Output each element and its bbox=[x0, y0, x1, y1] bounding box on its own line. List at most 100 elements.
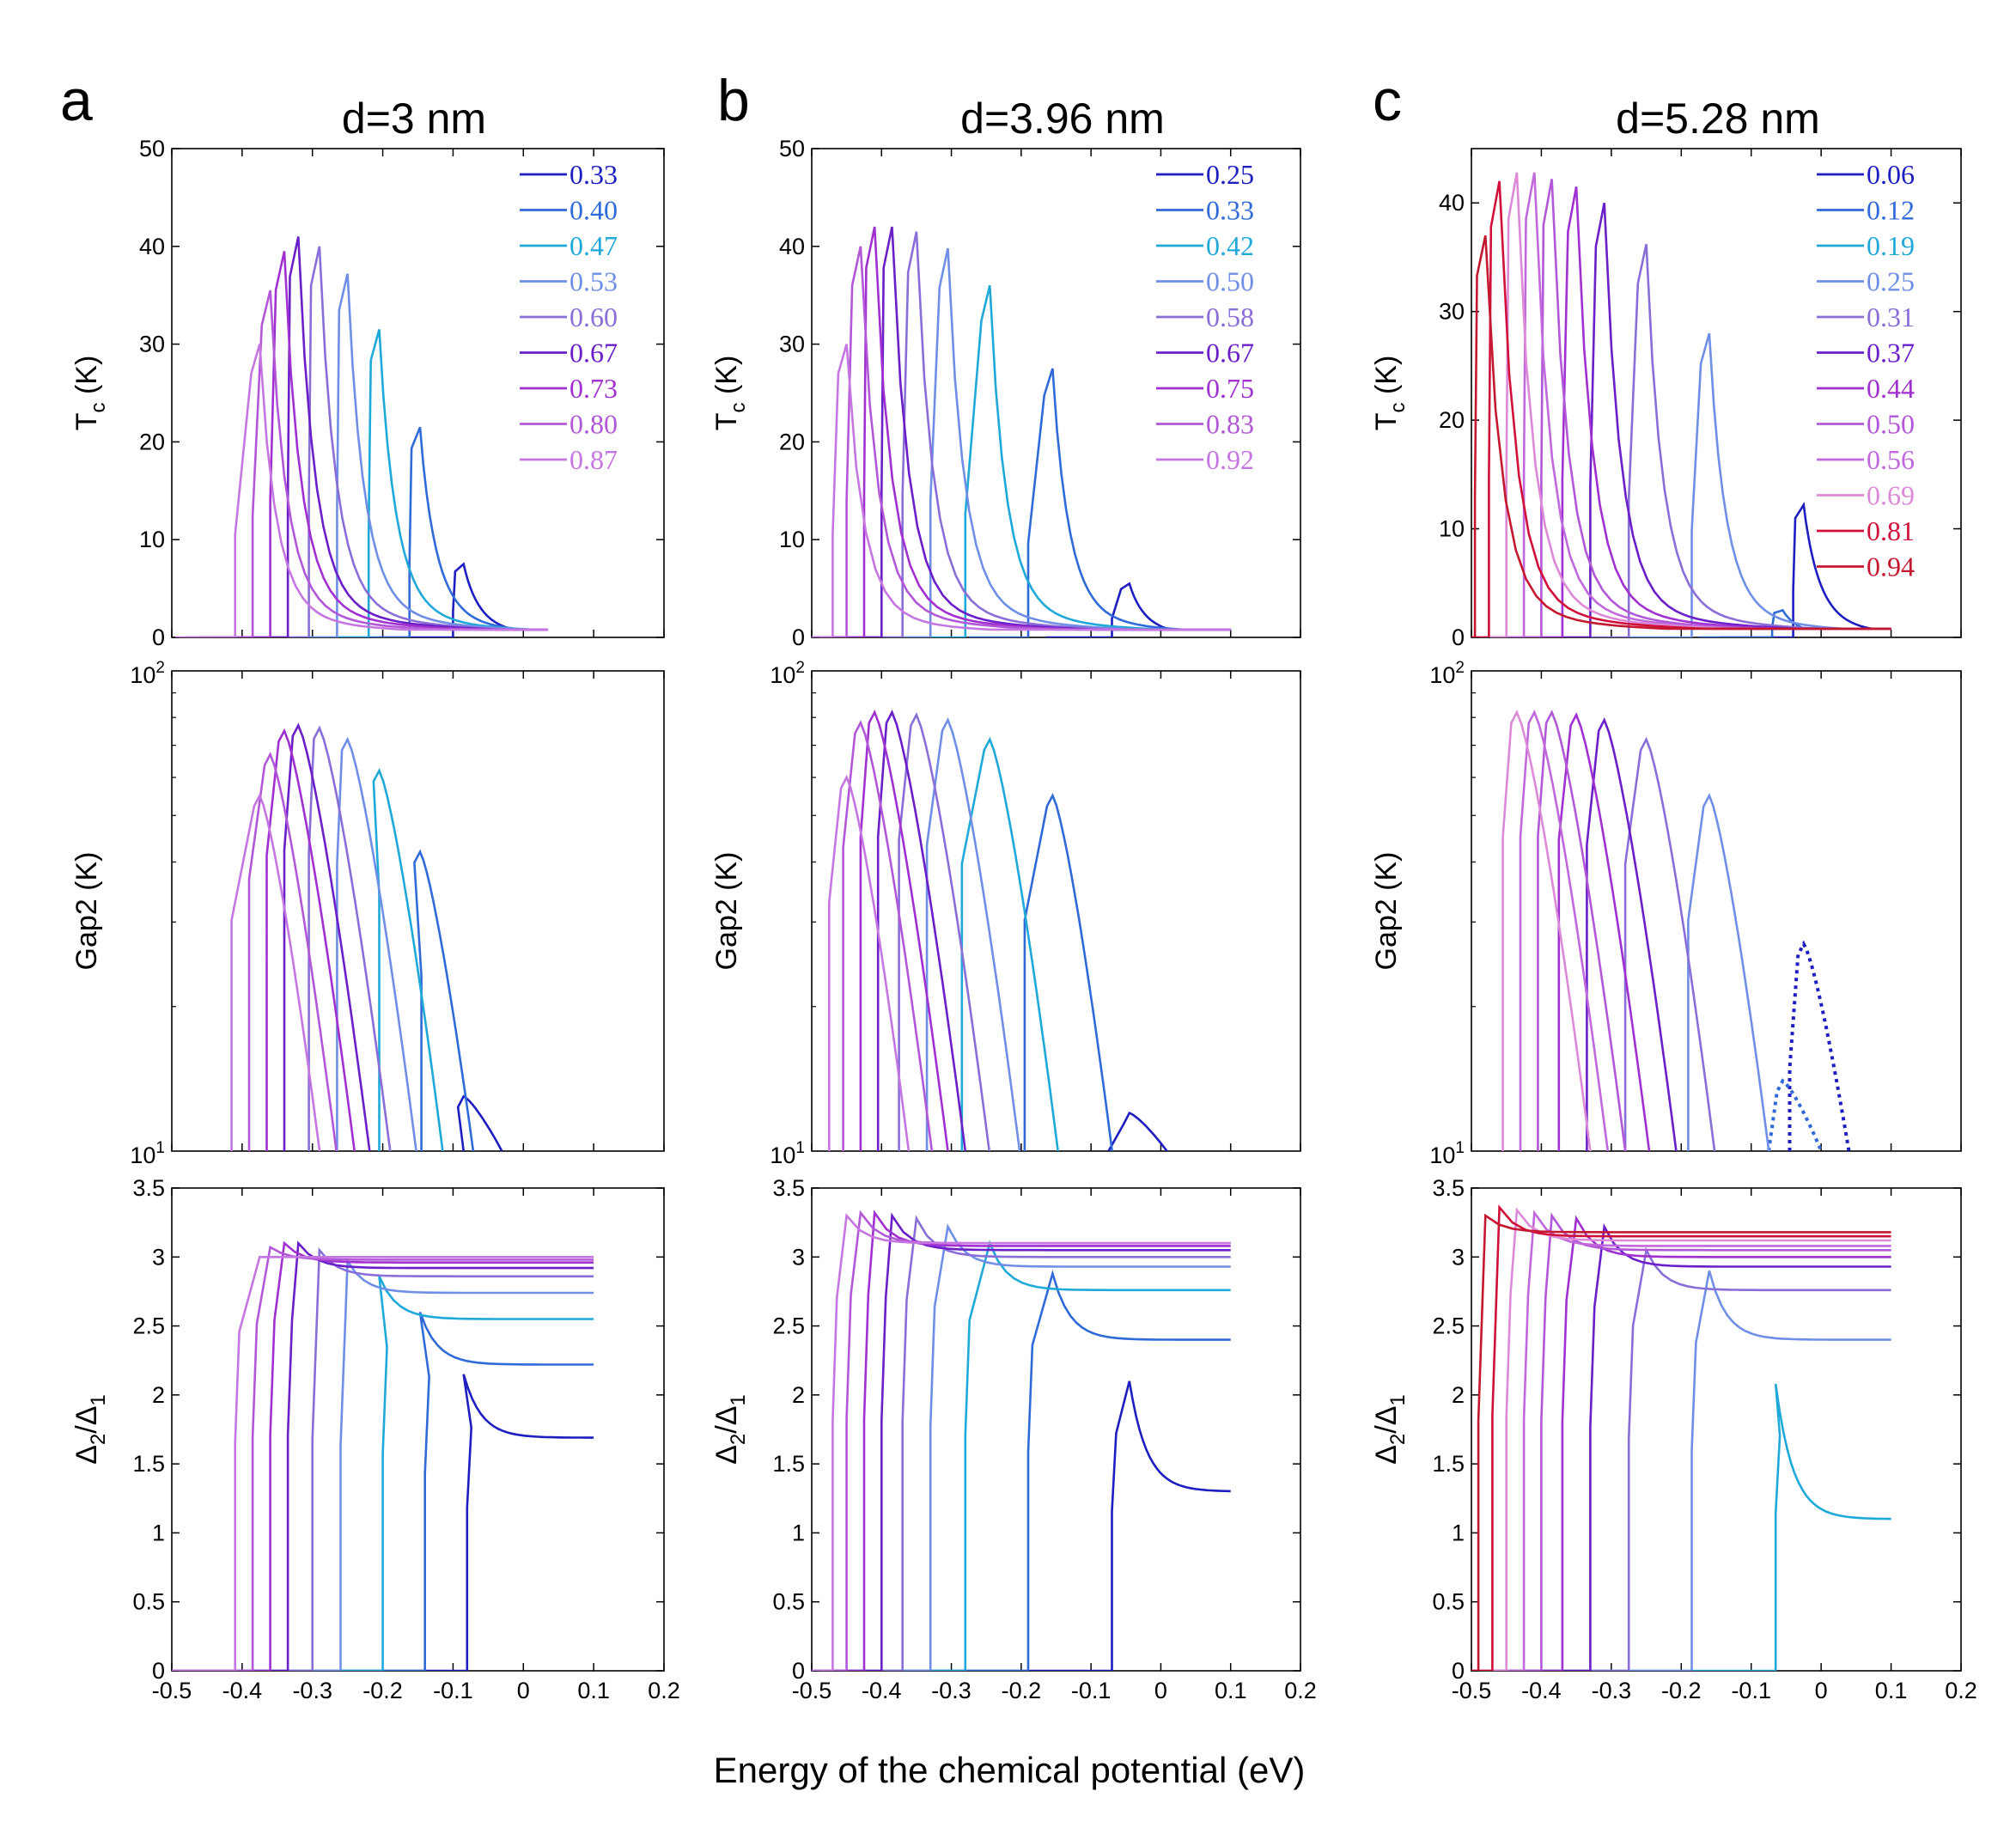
y-tick-label: 10 bbox=[1439, 516, 1465, 542]
panel-letter: b bbox=[717, 68, 750, 133]
legend-label-0.50: 0.50 bbox=[1867, 409, 1915, 440]
ratio-curve-0.87 bbox=[172, 1256, 594, 1671]
ylab-main: T bbox=[710, 413, 743, 431]
ratio-curve-0.92 bbox=[812, 1213, 1231, 1671]
y-axis-label-tc: Tc (K) bbox=[710, 356, 750, 431]
ylab-sub1: 1 bbox=[727, 1394, 750, 1405]
y-tick-label: 50 bbox=[779, 136, 805, 161]
ratio-curve-0.33 bbox=[812, 1270, 1231, 1671]
y-tick-label: 0 bbox=[1452, 625, 1465, 650]
panel-title: d=3.96 nm bbox=[960, 94, 1165, 143]
tc-curve-0.87 bbox=[175, 344, 548, 637]
x-tick-label: -0.3 bbox=[292, 1678, 332, 1703]
y-tick-label: 0 bbox=[792, 1658, 805, 1684]
ylab-d2: Δ bbox=[1370, 1445, 1403, 1465]
y-tick-label-top: 102 bbox=[1429, 659, 1465, 688]
axes-frame bbox=[811, 670, 1301, 1152]
ratio-curve-0.56 bbox=[1471, 1210, 1891, 1671]
y-tick-label: 0 bbox=[1452, 1658, 1465, 1684]
gap2-curve-0.50 bbox=[925, 717, 1021, 1151]
gap2-curve-0.44 bbox=[1557, 712, 1651, 1151]
legend-label-0.92: 0.92 bbox=[1206, 444, 1254, 475]
y-tick-label-bottom: 101 bbox=[770, 1139, 805, 1168]
tc-curve-0.80 bbox=[186, 289, 548, 637]
legend-label-0.69: 0.69 bbox=[1867, 480, 1915, 511]
tc-curve-0.67 bbox=[812, 226, 1231, 637]
y-tick-label: 40 bbox=[139, 234, 165, 259]
tc-curve-0.83 bbox=[812, 246, 1231, 637]
gap2-curve-0.60 bbox=[308, 725, 392, 1151]
y-tick-label: 0.5 bbox=[1432, 1589, 1465, 1615]
ylab-sub: c bbox=[1386, 403, 1410, 413]
y-tick-label-top: 102 bbox=[130, 659, 165, 688]
y-tick-exp: 2 bbox=[795, 659, 805, 677]
legend-label-0.44: 0.44 bbox=[1867, 373, 1915, 404]
panel-title: d=5.28 nm bbox=[1616, 94, 1820, 143]
panel-title: d=3 nm bbox=[342, 94, 486, 143]
y-tick-label-top: 102 bbox=[770, 659, 805, 688]
legend-label-0.47: 0.47 bbox=[569, 230, 618, 261]
y-axis-label-gap: Gap2 (K) bbox=[710, 852, 743, 971]
legend-label-0.73: 0.73 bbox=[569, 373, 618, 404]
tc-curve-0.58 bbox=[832, 231, 1231, 637]
y-tick-label: 3 bbox=[152, 1244, 165, 1270]
legend-label-0.58: 0.58 bbox=[1206, 302, 1254, 332]
gap2-curve-0.87 bbox=[230, 792, 321, 1151]
tc-curve-0.75 bbox=[812, 226, 1231, 637]
x-tick-label: -0.5 bbox=[1452, 1678, 1492, 1703]
y-tick-label: 0 bbox=[792, 625, 805, 650]
y-tick-label: 20 bbox=[139, 429, 165, 454]
y-tick-label: 2 bbox=[152, 1382, 165, 1408]
y-tick-label-bottom: 101 bbox=[130, 1139, 165, 1168]
y-tick-label: 3.5 bbox=[1432, 1175, 1465, 1201]
legend-label-0.25: 0.25 bbox=[1206, 159, 1254, 190]
y-tick-label: 40 bbox=[779, 234, 805, 259]
y-tick-base: 10 bbox=[1429, 662, 1455, 688]
legend-label-0.40: 0.40 bbox=[569, 195, 618, 226]
ratio-curve-0.81 bbox=[1471, 1204, 1891, 1671]
gap2-curve-0.42 bbox=[960, 736, 1059, 1151]
axes-frame bbox=[1471, 1187, 1962, 1672]
y-tick-base: 10 bbox=[130, 662, 155, 688]
ylab-unit: (K) bbox=[70, 356, 103, 403]
legend-label-0.83: 0.83 bbox=[1206, 409, 1254, 440]
x-tick-label: 0.2 bbox=[648, 1678, 680, 1703]
y-tick-label: 30 bbox=[779, 332, 805, 357]
ratio-curve-0.40 bbox=[172, 1312, 594, 1671]
x-tick-label: 0.1 bbox=[1215, 1678, 1247, 1703]
gap2-curve-0.53 bbox=[336, 736, 417, 1151]
y-tick-label: 0 bbox=[152, 625, 165, 650]
y-tick-base: 10 bbox=[770, 662, 795, 688]
legend-label-0.31: 0.31 bbox=[1867, 302, 1915, 332]
axes-frame bbox=[811, 1187, 1301, 1672]
ratio-curve-0.44 bbox=[1471, 1215, 1891, 1671]
ylab-sub1: 1 bbox=[1386, 1394, 1410, 1405]
ratio-curve-0.94 bbox=[1471, 1213, 1891, 1671]
legend-label-0.67: 0.67 bbox=[569, 338, 618, 369]
gap2-curve-0.31 bbox=[1623, 736, 1716, 1151]
x-tick-label: -0.2 bbox=[362, 1678, 403, 1703]
gap2-curve-0.69 bbox=[1501, 710, 1592, 1151]
ratio-curve-0.37 bbox=[1471, 1222, 1891, 1671]
y-tick-label: 1.5 bbox=[772, 1451, 805, 1477]
gap2-curve-0.75 bbox=[859, 710, 949, 1151]
tc-curve-0.53 bbox=[263, 273, 548, 637]
x-tick-label: -0.2 bbox=[1661, 1678, 1702, 1703]
gap2-curve-0.92 bbox=[828, 774, 911, 1151]
gap2-curve-0.73 bbox=[265, 728, 356, 1151]
y-tick-label: 3 bbox=[1452, 1244, 1465, 1270]
x-tick-label: 0 bbox=[1154, 1678, 1167, 1703]
y-tick-label: 2 bbox=[792, 1382, 805, 1408]
ylab-sl: /Δ bbox=[70, 1406, 103, 1434]
legend-label-0.67: 0.67 bbox=[1206, 338, 1254, 369]
gap2-curve-0.67 bbox=[876, 710, 967, 1151]
tc-curve-0.94 bbox=[1471, 235, 1891, 637]
axes-frame bbox=[1471, 670, 1962, 1152]
y-tick-label: 20 bbox=[1439, 407, 1465, 433]
x-tick-label: -0.1 bbox=[433, 1678, 473, 1703]
y-axis-label-ratio: Δ2/Δ1 bbox=[1370, 1394, 1410, 1465]
x-tick-label: -0.4 bbox=[222, 1678, 263, 1703]
y-axis-label-gap: Gap2 (K) bbox=[70, 852, 103, 971]
